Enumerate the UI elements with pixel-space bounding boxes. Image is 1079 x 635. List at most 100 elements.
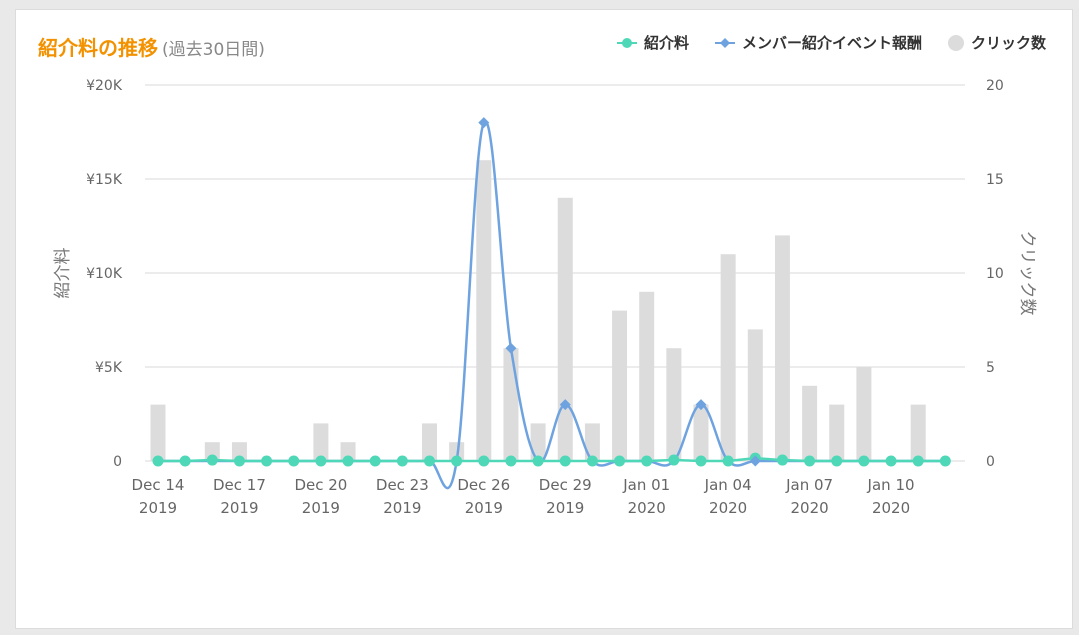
point-member-reward bbox=[695, 399, 707, 411]
x-tick-label: 2019 bbox=[465, 499, 503, 517]
bar-clicks bbox=[639, 291, 655, 461]
bar-clicks bbox=[422, 423, 437, 461]
chart-title-main: 紹介料の推移 bbox=[38, 36, 158, 60]
bar-clicks bbox=[829, 404, 845, 461]
point-referral-fee bbox=[776, 454, 788, 466]
point-referral-fee bbox=[695, 455, 707, 467]
bar-clicks bbox=[340, 442, 356, 461]
point-referral-fee bbox=[179, 455, 191, 467]
line-member-reward bbox=[158, 119, 946, 490]
legend-label: メンバー紹介イベント報酬 bbox=[741, 34, 922, 52]
point-referral-fee bbox=[532, 455, 544, 467]
x-tick-label: Dec 20 bbox=[294, 476, 347, 494]
point-referral-fee bbox=[233, 455, 245, 467]
bar-clicks bbox=[530, 423, 546, 461]
bar-clicks bbox=[693, 404, 709, 461]
bar-clicks bbox=[231, 442, 247, 461]
point-referral-fee bbox=[804, 455, 816, 467]
x-tick-label: 2019 bbox=[546, 499, 584, 517]
circle-marker-icon bbox=[947, 34, 964, 51]
bar-clicks bbox=[802, 385, 818, 461]
legend-item-clicks[interactable]: クリック数 bbox=[947, 32, 1046, 53]
chart-title: 紹介料の推移 (過去30日間) bbox=[38, 32, 265, 61]
point-referral-fee bbox=[831, 455, 843, 467]
bar-clicks bbox=[910, 404, 926, 461]
bar-clicks bbox=[557, 197, 573, 462]
y-left-tick-label: ¥5K bbox=[95, 360, 123, 376]
x-tick-label: 2020 bbox=[628, 499, 666, 517]
point-referral-fee bbox=[614, 455, 626, 467]
bar-clicks bbox=[856, 367, 872, 461]
point-referral-fee bbox=[559, 455, 571, 467]
x-tick-label: 2020 bbox=[872, 499, 910, 517]
point-referral-fee bbox=[451, 455, 463, 467]
point-referral-fee bbox=[424, 455, 435, 467]
y-left-tick-label: 0 bbox=[113, 454, 122, 470]
x-tick-label: Jan 01 bbox=[622, 476, 670, 494]
bar-clicks bbox=[747, 329, 763, 461]
line-diamond-marker-icon bbox=[714, 37, 735, 48]
x-tick-label: 2019 bbox=[383, 499, 421, 517]
point-referral-fee bbox=[858, 455, 870, 467]
point-referral-fee bbox=[641, 455, 653, 467]
chart-card: 紹介料の推移 (過去30日間) 紹介料 メンバー紹介イベント報酬 クリック数 bbox=[15, 9, 1073, 629]
bar-clicks bbox=[666, 348, 682, 461]
y-right-tick-label: 0 bbox=[986, 454, 995, 470]
point-referral-fee bbox=[288, 455, 300, 467]
x-tick-label: Jan 07 bbox=[785, 476, 833, 494]
x-tick-label: 2019 bbox=[302, 499, 340, 517]
bar-clicks bbox=[476, 160, 492, 461]
bar-clicks bbox=[774, 235, 790, 461]
point-referral-fee bbox=[478, 455, 490, 467]
chart-title-sub: (過去30日間) bbox=[162, 40, 265, 60]
bar-clicks bbox=[150, 404, 166, 461]
x-tick-label: Dec 17 bbox=[213, 476, 266, 494]
bar-clicks bbox=[612, 310, 628, 461]
x-tick-label: 2019 bbox=[220, 499, 258, 517]
y-right-tick-label: 20 bbox=[986, 78, 1004, 94]
point-referral-fee bbox=[396, 455, 408, 467]
legend-item-referral-fee[interactable]: 紹介料 bbox=[616, 32, 689, 53]
point-referral-fee bbox=[885, 455, 897, 467]
x-tick-label: Dec 14 bbox=[132, 476, 185, 494]
chart-legend: 紹介料 メンバー紹介イベント報酬 クリック数 bbox=[616, 32, 1046, 53]
point-referral-fee bbox=[206, 454, 218, 466]
point-referral-fee bbox=[586, 455, 598, 467]
point-referral-fee bbox=[261, 455, 273, 467]
x-tick-label: 2019 bbox=[139, 499, 177, 517]
point-referral-fee bbox=[505, 455, 517, 467]
point-referral-fee bbox=[939, 455, 951, 467]
x-tick-label: 2020 bbox=[709, 499, 747, 517]
y-left-tick-label: ¥10K bbox=[86, 266, 123, 282]
point-referral-fee bbox=[369, 455, 381, 467]
y-right-tick-label: 5 bbox=[986, 360, 995, 376]
y-left-axis-title: 紹介料 bbox=[53, 248, 73, 299]
bar-clicks bbox=[584, 423, 600, 461]
point-referral-fee bbox=[152, 455, 164, 467]
x-tick-label: Dec 26 bbox=[457, 476, 510, 494]
point-member-reward bbox=[749, 455, 761, 467]
point-referral-fee bbox=[722, 455, 734, 467]
y-right-axis-title: クリック数 bbox=[1017, 231, 1037, 316]
point-referral-fee bbox=[315, 455, 327, 467]
bar-clicks bbox=[313, 423, 329, 461]
legend-item-member-reward[interactable]: メンバー紹介イベント報酬 bbox=[714, 32, 922, 53]
x-tick-label: Jan 04 bbox=[704, 476, 752, 494]
x-tick-label: Dec 29 bbox=[539, 476, 592, 494]
point-member-reward bbox=[478, 117, 490, 129]
line-referral-fee bbox=[158, 456, 946, 463]
x-tick-label: 2020 bbox=[791, 499, 829, 517]
point-referral-fee bbox=[668, 454, 680, 466]
point-referral-fee bbox=[342, 455, 354, 467]
y-left-tick-label: ¥20K bbox=[86, 78, 123, 94]
point-member-reward bbox=[559, 399, 571, 411]
y-right-tick-label: 15 bbox=[986, 172, 1004, 188]
line-circle-marker-icon bbox=[616, 37, 637, 48]
x-tick-label: Jan 10 bbox=[867, 476, 915, 494]
point-referral-fee bbox=[912, 455, 924, 467]
y-left-tick-label: ¥15K bbox=[86, 172, 123, 188]
x-tick-label: Dec 23 bbox=[376, 476, 429, 494]
legend-label: クリック数 bbox=[970, 34, 1046, 52]
y-right-tick-label: 10 bbox=[986, 266, 1004, 282]
